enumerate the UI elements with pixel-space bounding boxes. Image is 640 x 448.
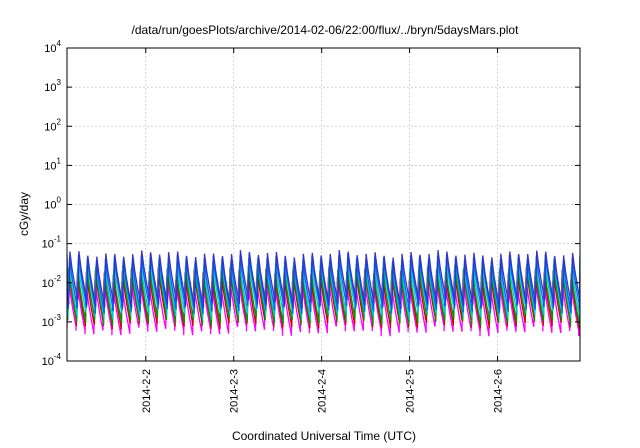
y-tick-label: 10-2 — [42, 274, 62, 290]
x-tick-label: 2014-2-2 — [141, 369, 153, 413]
y-tick-label: 10-3 — [42, 313, 62, 329]
y-tick-label: 10-4 — [42, 352, 62, 368]
chart-title: /data/run/goesPlots/archive/2014-02-06/2… — [132, 23, 520, 37]
x-tick-label: 2014-2-3 — [229, 369, 241, 413]
y-tick-label: 100 — [44, 196, 61, 212]
x-tick-label: 2014-2-6 — [493, 369, 505, 413]
y-tick-label: 102 — [44, 117, 61, 133]
series-line — [67, 263, 580, 327]
y-tick-label: 10-1 — [42, 235, 62, 251]
y-tick-label: 101 — [44, 156, 61, 172]
series-line — [67, 257, 580, 320]
x-tick-label: 2014-2-5 — [405, 369, 417, 413]
y-tick-label: 103 — [44, 78, 61, 94]
x-axis-label: Coordinated Universal Time (UTC) — [232, 429, 416, 443]
y-tick-label: 104 — [44, 39, 61, 55]
y-axis-label: cGy/day — [17, 192, 31, 236]
y-axis: 10-4 10-3 10-2 10-1 100 101 102 103 104 — [42, 39, 580, 368]
x-tick-label: 2014-2-4 — [317, 369, 329, 413]
series-line — [67, 250, 580, 309]
x-axis: 2014-2-2 2014-2-3 2014-2-4 2014-2-5 2014-2-6 — [141, 48, 505, 413]
series-group — [67, 250, 580, 337]
series-line — [67, 275, 580, 337]
